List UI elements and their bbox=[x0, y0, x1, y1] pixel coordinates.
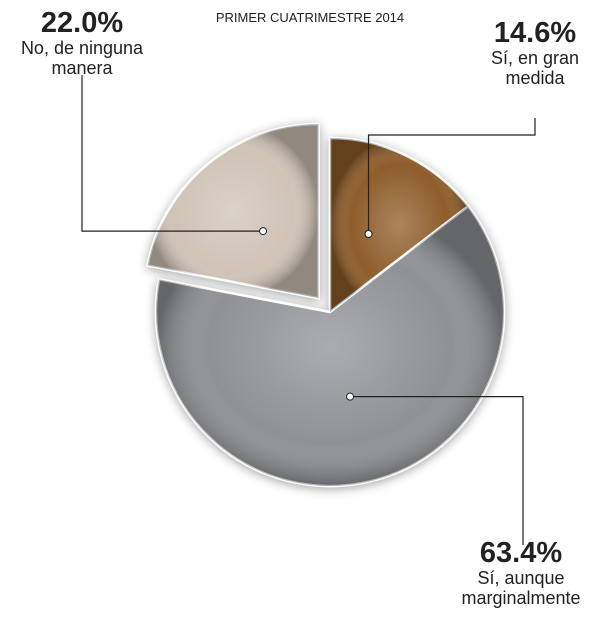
slice-category-label: Sí, aunque marginalmente bbox=[461, 568, 581, 608]
leader-line bbox=[350, 396, 524, 545]
leader-dot bbox=[346, 392, 355, 401]
slice-value-label: 63.4% bbox=[479, 537, 563, 569]
slice-category-label: Sí, en gran medida bbox=[490, 48, 580, 88]
slice-value-label: 14.6% bbox=[493, 17, 577, 49]
chart-title: PRIMER CUATRIMESTRE 2014 bbox=[215, 10, 405, 25]
slice-label: 63.4% Sí, aunque marginalmente bbox=[436, 538, 602, 608]
leader-line bbox=[367, 118, 536, 234]
slice-label: 22.0% No, de ninguna manera bbox=[0, 8, 167, 78]
slice-shade bbox=[147, 124, 319, 299]
leader-line bbox=[81, 75, 264, 232]
slice-category-label: No, de ninguna manera bbox=[20, 38, 144, 78]
slice-shade bbox=[330, 138, 469, 312]
leader-dot bbox=[259, 227, 268, 236]
leader-dot bbox=[364, 229, 373, 238]
slice-label: 14.6% Sí, en gran medida bbox=[470, 18, 600, 88]
slice-value-label: 22.0% bbox=[40, 7, 124, 39]
slice-shade bbox=[156, 206, 505, 487]
